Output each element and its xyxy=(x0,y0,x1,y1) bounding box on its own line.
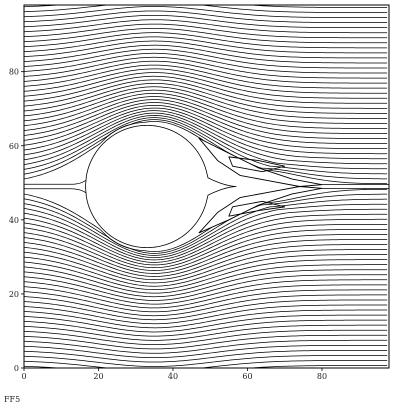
streamline xyxy=(24,102,388,145)
x-tick-label: 60 xyxy=(242,372,252,381)
streamline xyxy=(24,244,388,280)
recirculation-loop-lower-inner xyxy=(228,200,286,217)
streamline xyxy=(24,75,388,104)
y-tick-label: 80 xyxy=(9,68,19,77)
stagnation-streamline-lower xyxy=(24,188,88,195)
streamline xyxy=(24,52,388,74)
streamline xyxy=(24,10,388,24)
streamlines xyxy=(24,5,389,368)
streamline xyxy=(24,119,388,180)
streamline xyxy=(24,208,388,261)
streamline xyxy=(24,32,388,49)
x-axis: 0 20 40 60 80 xyxy=(21,368,327,381)
recirculation-zone xyxy=(198,137,323,234)
streamline xyxy=(24,329,388,345)
streamline xyxy=(24,344,388,359)
streamline xyxy=(24,254,388,287)
streamline xyxy=(24,19,388,34)
streamline xyxy=(24,274,388,301)
streamline xyxy=(24,5,388,8)
streamline xyxy=(24,60,388,84)
streamline xyxy=(24,234,388,274)
y-tick-label: 40 xyxy=(9,216,19,225)
streamline xyxy=(24,107,388,155)
x-tick-label: 40 xyxy=(168,372,178,381)
streamline xyxy=(24,249,388,284)
streamline xyxy=(24,284,388,309)
streamline xyxy=(24,239,388,277)
streamline xyxy=(24,112,388,165)
streamline xyxy=(24,223,388,269)
streamline xyxy=(24,334,388,350)
streamline xyxy=(24,289,388,313)
streamline xyxy=(24,117,388,175)
streamline xyxy=(24,72,388,99)
streamline xyxy=(24,259,388,291)
wake-bubble-background xyxy=(199,138,322,233)
streamline xyxy=(24,198,388,256)
stagnation-streamline-upper xyxy=(24,178,88,185)
figure-caption: FF5 xyxy=(4,395,20,404)
streamline xyxy=(24,365,388,368)
streamline xyxy=(24,264,388,294)
plot-frame xyxy=(23,4,390,369)
streamline xyxy=(24,324,388,341)
recirculation-loop-lower-outer xyxy=(198,186,323,234)
recirculation-loop-upper-outer xyxy=(198,137,323,187)
streamline xyxy=(24,44,388,64)
streamline xyxy=(24,299,388,321)
x-tick-label: 20 xyxy=(93,372,103,381)
streamline xyxy=(24,56,388,79)
recirculation-loop-upper-inner xyxy=(228,156,286,173)
streamline xyxy=(24,294,388,317)
streamline xyxy=(24,203,388,258)
streamline xyxy=(24,319,388,337)
streamline xyxy=(24,93,388,129)
y-tick-label: 20 xyxy=(9,290,19,299)
streamline xyxy=(24,189,388,252)
y-axis: 0 20 40 60 80 xyxy=(9,68,24,373)
streamline xyxy=(24,48,388,69)
streamline xyxy=(24,309,388,329)
streamline xyxy=(24,304,388,325)
streamline xyxy=(24,36,388,54)
streamline xyxy=(24,86,388,119)
streamline xyxy=(24,110,388,160)
streamline xyxy=(24,96,388,134)
streamline xyxy=(24,64,388,89)
streamline xyxy=(24,68,388,94)
streamline xyxy=(24,89,388,124)
streamline xyxy=(24,339,388,354)
streamline xyxy=(24,213,388,263)
streamline xyxy=(24,14,388,29)
streamline xyxy=(24,104,388,150)
streamline xyxy=(24,99,388,139)
bluff-body xyxy=(85,124,237,249)
streamline xyxy=(24,23,388,39)
streamline xyxy=(24,79,388,109)
streamline xyxy=(24,6,388,18)
streamline xyxy=(24,82,388,114)
x-tick-label: 80 xyxy=(317,372,327,381)
streamline xyxy=(24,355,388,367)
streamline xyxy=(24,193,388,254)
y-tick-label: 0 xyxy=(14,364,19,373)
streamline xyxy=(24,269,388,298)
streamline xyxy=(24,115,388,170)
streamline xyxy=(24,28,388,44)
y-tick-label: 60 xyxy=(9,142,19,151)
streamline xyxy=(24,279,388,305)
streamline xyxy=(24,218,388,266)
streamline xyxy=(24,314,388,333)
streamline xyxy=(24,228,388,271)
x-tick-label: 0 xyxy=(21,372,26,381)
streamline xyxy=(24,40,388,59)
streamline xyxy=(24,349,388,363)
